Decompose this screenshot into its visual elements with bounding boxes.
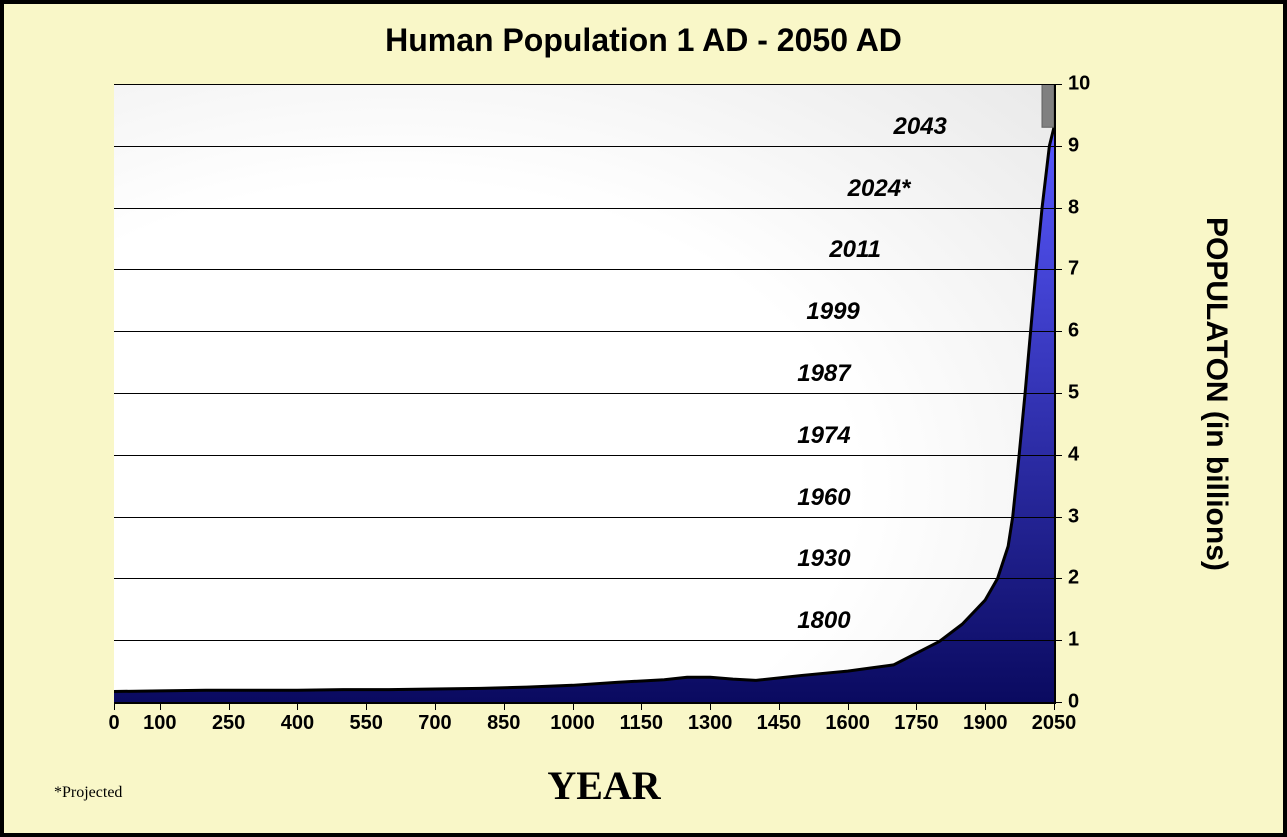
- y-tick-label: 3: [1068, 505, 1079, 528]
- x-tick-label: 1450: [757, 712, 802, 735]
- y-tick-label: 4: [1068, 443, 1079, 466]
- grid-line: [114, 640, 1054, 641]
- y-tick-mark: [1054, 455, 1062, 456]
- grid-line: [114, 455, 1054, 456]
- y-tick-mark: [1054, 517, 1062, 518]
- y-tick-label: 7: [1068, 258, 1079, 281]
- grid-line: [114, 84, 1054, 85]
- grid-line: [114, 208, 1054, 209]
- milestone-label: 1987: [797, 360, 850, 388]
- milestone-label: 1999: [806, 298, 859, 326]
- plot-area: 1800 1930 1960 1974 1987 1999 2011 2024* 2043: [114, 84, 1056, 704]
- y-tick-mark: [1054, 146, 1062, 147]
- milestone-label: 2024*: [848, 175, 911, 203]
- x-tick-label: 2050: [1032, 712, 1077, 735]
- milestone-label: 1960: [797, 484, 850, 512]
- milestone-label: 1930: [797, 545, 850, 573]
- x-tick-label: 1600: [825, 712, 870, 735]
- x-tick-label: 1150: [620, 712, 663, 735]
- x-tick-mark: [504, 702, 505, 710]
- x-tick-mark: [366, 702, 367, 710]
- y-tick-mark: [1054, 208, 1062, 209]
- y-tick-mark: [1054, 578, 1062, 579]
- y-tick-mark: [1054, 702, 1062, 703]
- x-tick-label: 1900: [963, 712, 1008, 735]
- x-tick-label: 1000: [550, 712, 595, 735]
- milestone-label: 1974: [797, 422, 850, 450]
- y-axis-label: POPULATON (in billions): [1199, 124, 1233, 664]
- x-tick-mark: [297, 702, 298, 710]
- x-tick-mark: [435, 702, 436, 710]
- y-tick-mark: [1054, 331, 1062, 332]
- x-tick-label: 250: [212, 712, 245, 735]
- x-tick-label: 550: [350, 712, 383, 735]
- milestone-label: 2011: [829, 236, 881, 264]
- x-tick-mark: [710, 702, 711, 710]
- footnote: *Projected: [54, 784, 122, 802]
- x-tick-mark: [114, 702, 115, 710]
- y-tick-label: 8: [1068, 196, 1079, 219]
- x-tick-label: 1750: [894, 712, 939, 735]
- grid-line: [114, 517, 1054, 518]
- chart-frame: Human Population 1 AD - 2050 AD 18001930…: [0, 0, 1287, 837]
- milestone-label: 2043: [894, 113, 947, 141]
- grid-line: [114, 331, 1054, 332]
- y-tick-label: 9: [1068, 134, 1079, 157]
- grid-line: [114, 393, 1054, 394]
- x-tick-label: 850: [487, 712, 520, 735]
- x-tick-mark: [848, 702, 849, 710]
- x-tick-mark: [160, 702, 161, 710]
- milestone-label: 1800: [797, 607, 850, 635]
- y-tick-label: 6: [1068, 320, 1079, 343]
- x-tick-mark: [229, 702, 230, 710]
- grid-line: [114, 578, 1054, 579]
- y-tick-mark: [1054, 640, 1062, 641]
- x-tick-label: 400: [281, 712, 314, 735]
- x-tick-mark: [779, 702, 780, 710]
- y-tick-label: 5: [1068, 382, 1079, 405]
- x-tick-label: 100: [143, 712, 176, 735]
- x-tick-mark: [916, 702, 917, 710]
- y-tick-mark: [1054, 393, 1062, 394]
- grid-line: [114, 146, 1054, 147]
- x-tick-label: 1300: [688, 712, 733, 735]
- y-tick-mark: [1054, 84, 1062, 85]
- chart-title: Human Population 1 AD - 2050 AD: [4, 22, 1283, 59]
- x-tick-mark: [573, 702, 574, 710]
- y-tick-label: 2: [1068, 567, 1079, 590]
- y-tick-mark: [1054, 269, 1062, 270]
- y-tick-label: 0: [1068, 691, 1079, 714]
- grid-line: [114, 269, 1054, 270]
- x-tick-label: 0: [108, 712, 119, 735]
- x-tick-label: 700: [418, 712, 451, 735]
- x-axis-label: YEAR: [404, 762, 804, 809]
- x-tick-mark: [1054, 702, 1055, 710]
- x-tick-mark: [641, 702, 642, 710]
- x-tick-mark: [985, 702, 986, 710]
- y-tick-label: 1: [1068, 629, 1079, 652]
- y-tick-label: 10: [1068, 73, 1090, 96]
